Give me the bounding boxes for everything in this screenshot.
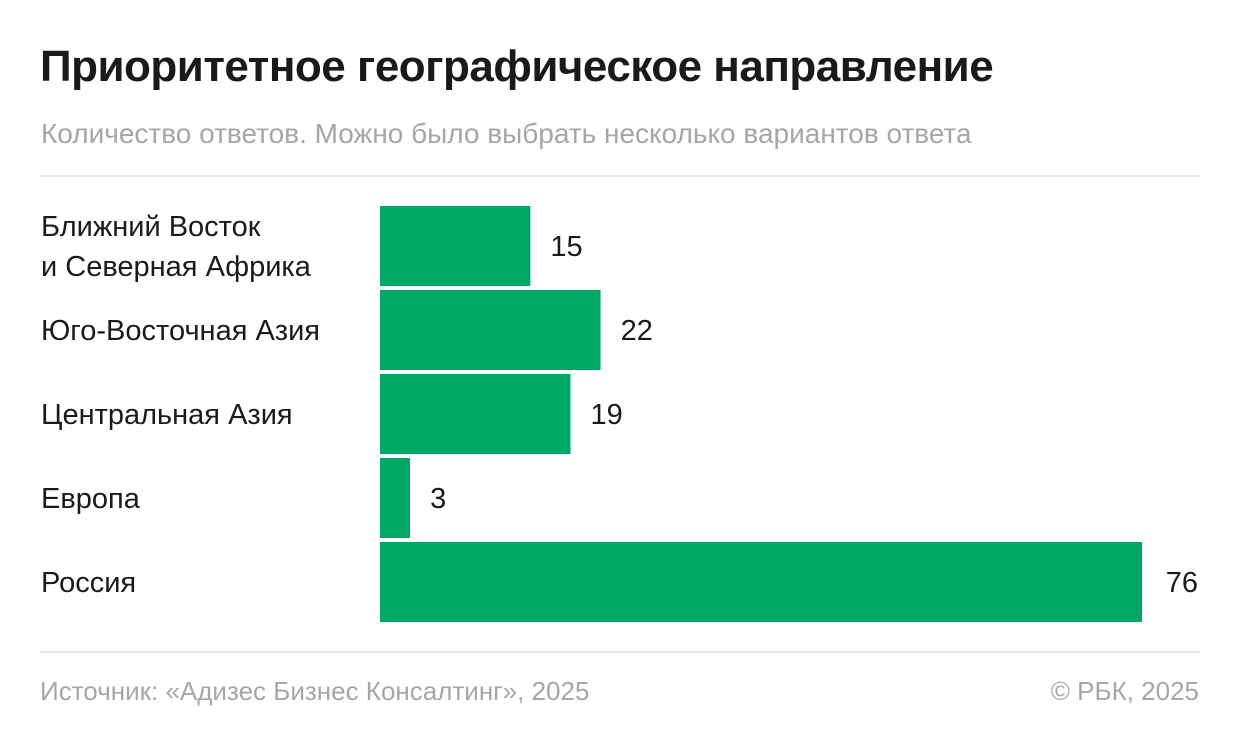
bar-2: [380, 374, 571, 454]
category-label-4: Россия: [41, 567, 136, 599]
category-label-line: Россия: [41, 567, 136, 599]
category-label-line: Центральная Азия: [41, 399, 293, 431]
chart-subtitle: Количество ответов. Можно было выбрать н…: [41, 118, 972, 149]
value-label-1: 22: [621, 315, 653, 347]
value-label-0: 15: [550, 231, 582, 263]
category-label-line: Юго-Восточная Азия: [41, 315, 320, 347]
bar-3: [380, 458, 411, 538]
chart-title: Приоритетное географическое направление: [40, 42, 994, 91]
top-divider: [40, 175, 1200, 177]
bar-4: [380, 542, 1142, 622]
category-label-2: Центральная Азия: [41, 399, 293, 431]
source-note: Источник: «Адизес Бизнес Консалтинг», 20…: [40, 676, 590, 706]
category-label-line: и Северная Африка: [41, 251, 312, 283]
bar-1: [380, 290, 601, 370]
bottom-divider: [40, 651, 1200, 653]
value-label-4: 76: [1166, 567, 1198, 599]
category-label-line: Ближний Восток: [41, 211, 261, 243]
category-label-3: Европа: [41, 483, 141, 515]
bar-0: [380, 206, 531, 286]
category-label-1: Юго-Восточная Азия: [41, 315, 320, 347]
value-label-2: 19: [591, 399, 623, 431]
copyright-note: © РБК, 2025: [1050, 676, 1199, 706]
category-label-line: Европа: [41, 483, 141, 515]
value-label-3: 3: [430, 483, 446, 515]
category-label-0: Ближний Восток и Северная Африка: [41, 211, 312, 283]
